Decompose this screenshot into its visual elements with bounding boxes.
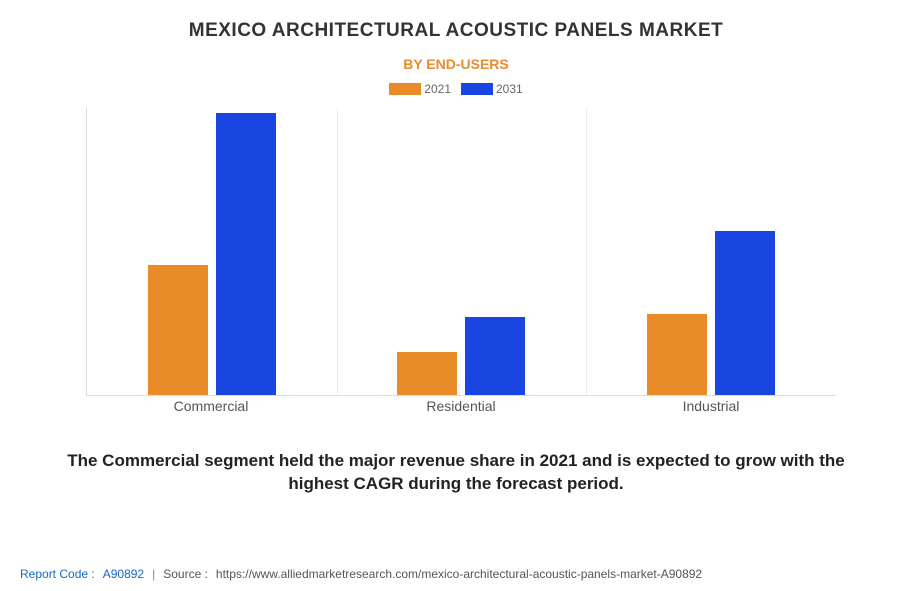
bar-group-residential [337,317,587,395]
bar-group-industrial [586,231,836,395]
bar-commercial-2021 [148,265,208,395]
x-axis-labels: Commercial Residential Industrial [86,398,836,418]
report-code-value: A90892 [103,567,144,581]
footer-separator: | [152,567,155,581]
bar-group-commercial [87,113,337,395]
legend-label: 2031 [496,82,523,96]
bar-residential-2031 [465,317,525,395]
report-code-label: Report Code : [20,567,95,581]
x-label: Residential [336,398,586,418]
bar-industrial-2031 [715,231,775,395]
caption-text: The Commercial segment held the major re… [56,450,856,496]
footer: Report Code : A90892 | Source : https://… [0,557,912,591]
bar-industrial-2021 [647,314,707,395]
x-label: Commercial [86,398,336,418]
legend-swatch [389,83,421,95]
plot-region [86,108,836,396]
source-url: https://www.alliedmarketresearch.com/mex… [216,567,702,581]
chart-subtitle: BY END-USERS [403,56,509,72]
bar-residential-2021 [397,352,457,395]
bar-commercial-2031 [216,113,276,395]
chart-title: MEXICO ARCHITECTURAL ACOUSTIC PANELS MAR… [189,20,724,42]
legend-swatch [461,83,493,95]
x-label: Industrial [586,398,836,418]
legend-label: 2021 [424,82,451,96]
chart-container: MEXICO ARCHITECTURAL ACOUSTIC PANELS MAR… [0,0,912,591]
legend-item-2031: 2031 [461,82,523,96]
legend: 2021 2031 [389,82,522,96]
source-label: Source : [163,567,208,581]
chart-area: Commercial Residential Industrial [76,108,836,418]
legend-item-2021: 2021 [389,82,451,96]
